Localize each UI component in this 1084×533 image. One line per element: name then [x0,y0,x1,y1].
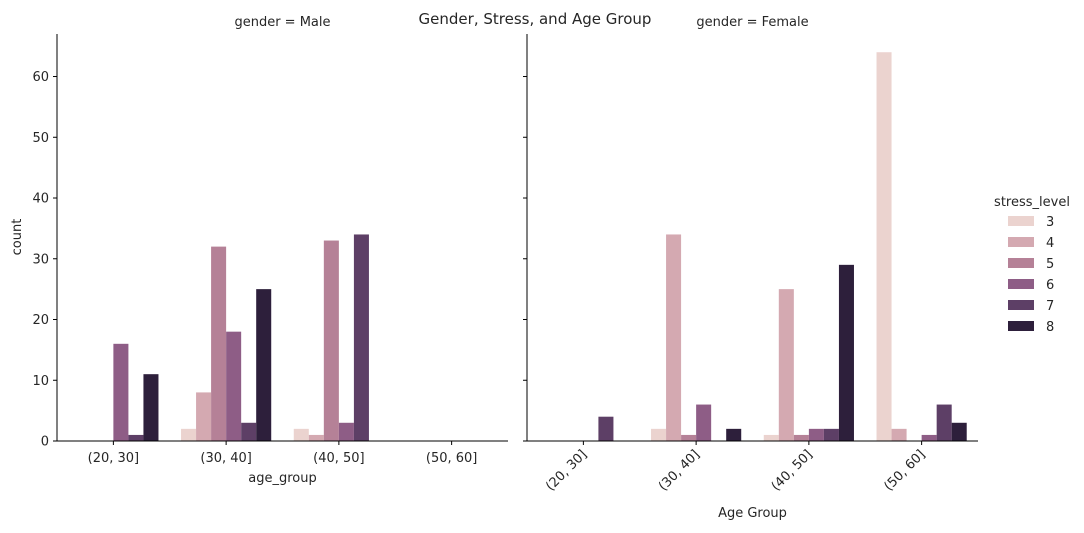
legend-label: 6 [1046,278,1054,293]
bar [793,434,809,441]
x-tick-label: (40, 50] [313,451,365,466]
legend: stress_level 3 4 5 6 7 8 [994,195,1070,335]
panel-title: gender = Male [234,15,330,30]
bar [778,289,794,441]
legend-swatch [1008,279,1034,289]
y-tick-label: 0 [41,435,49,450]
y-tick-label: 30 [32,252,49,267]
bar [256,289,272,441]
bar [128,434,144,441]
bar [143,374,159,441]
bar [196,392,212,441]
bar [211,246,227,441]
legend-swatch [1008,216,1034,226]
bar [293,428,309,441]
bar [696,404,712,441]
chart-title: Gender, Stress, and Age Group [419,10,652,28]
panel-male: gender = Male 0 10 20 30 40 50 60 (20, 30] (30, 4… [10,15,508,486]
y-tick-label: 40 [32,192,49,207]
legend-label: 4 [1046,236,1054,251]
bar [951,422,967,441]
bar [308,434,324,441]
bar [921,434,937,441]
bar [241,422,257,441]
bar [726,428,742,441]
legend-swatch [1008,258,1034,268]
x-tick-label: (20, 30] [543,447,590,494]
y-tick-label: 50 [32,131,49,146]
bar [598,416,614,441]
bar [226,331,242,441]
bar [113,343,129,441]
x-axis-label: Age Group [718,506,787,521]
legend-swatch [1008,300,1034,310]
bar [651,428,667,441]
bar [808,428,824,441]
legend-title: stress_level [994,195,1070,210]
bar [876,52,892,441]
legend-label: 5 [1046,257,1054,272]
x-tick-label: (30, 40] [656,447,703,494]
bar [823,428,839,441]
bar [666,234,682,441]
bar [681,434,697,441]
panel-title: gender = Female [696,15,808,30]
y-tick-label: 10 [32,374,49,389]
bar [891,428,907,441]
panel-female: gender = Female (20, 30] (30, 40] (40, 50] (… [523,15,978,521]
x-tick-label: (50, 60] [881,447,928,494]
x-tick-label: (40, 50] [769,447,816,494]
bar [353,234,369,441]
y-tick-label: 20 [32,313,49,328]
y-tick-label: 60 [32,70,49,85]
bar [838,264,854,441]
bar [323,240,339,441]
bar [181,428,197,441]
legend-swatch [1008,237,1034,247]
legend-label: 3 [1046,215,1054,230]
y-axis-label: count [10,219,25,256]
x-tick-label: (20, 30] [88,451,140,466]
legend-label: 7 [1046,299,1054,314]
bar [763,434,779,441]
x-tick-label: (50, 60] [426,451,478,466]
panels: gender = Male 0 10 20 30 40 50 60 (20, 30] (30, 4… [10,15,978,521]
x-axis-label: age_group [248,471,316,486]
bar [338,422,354,441]
legend-swatch [1008,321,1034,331]
bar [936,404,952,441]
x-tick-label: (30, 40] [200,451,252,466]
legend-label: 8 [1046,320,1054,335]
